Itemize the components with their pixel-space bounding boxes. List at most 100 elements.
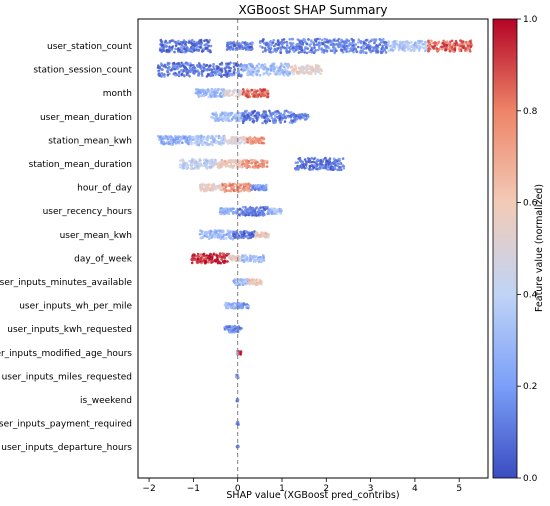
shap-point	[172, 65, 176, 68]
shap-point	[157, 134, 160, 138]
shap-point	[228, 330, 232, 334]
shap-point	[453, 47, 457, 50]
shap-point	[387, 41, 391, 44]
shap-point	[309, 67, 313, 71]
shap-point	[225, 89, 228, 92]
shap-point	[245, 188, 249, 192]
shap-point	[306, 114, 310, 118]
shap-point	[267, 232, 270, 236]
shap-point	[193, 66, 197, 69]
shap-point	[376, 51, 380, 54]
shap-point	[260, 141, 264, 145]
shap-point	[236, 211, 239, 215]
shap-point	[304, 45, 307, 49]
shap-point	[267, 212, 271, 216]
shap-point	[249, 255, 252, 258]
shap-point	[326, 40, 329, 44]
shap-point	[324, 166, 328, 170]
feature-label: is_weekend	[80, 396, 132, 406]
shap-point	[305, 42, 309, 46]
shap-point	[296, 70, 299, 74]
shap-point	[210, 143, 214, 147]
shap-point	[254, 141, 257, 144]
shap-point	[222, 237, 225, 240]
shap-point	[238, 44, 241, 48]
shap-point	[228, 46, 232, 49]
shap-point	[234, 306, 237, 310]
shap-point	[287, 50, 291, 53]
shap-point	[276, 66, 280, 70]
shap-point	[241, 121, 245, 124]
shap-point	[232, 73, 236, 77]
shap-point	[210, 91, 213, 94]
shap-point	[249, 158, 253, 162]
shap-point	[205, 235, 209, 238]
shap-point	[332, 39, 335, 42]
colorbar-tick-label: 0.8	[523, 107, 538, 117]
shap-point	[359, 41, 363, 45]
shap-point	[417, 44, 420, 47]
shap-point	[167, 140, 171, 144]
shap-point	[246, 236, 250, 239]
shap-point	[314, 72, 317, 75]
shap-point	[220, 143, 223, 146]
shap-point	[209, 94, 213, 98]
shap-point	[228, 41, 231, 44]
shap-point	[237, 257, 241, 260]
shap-point	[276, 47, 280, 50]
shap-point	[214, 73, 217, 76]
shap-point	[249, 139, 252, 142]
shap-point	[401, 40, 405, 44]
shap-point	[173, 67, 176, 71]
shap-point	[189, 66, 192, 70]
shap-point	[199, 236, 203, 240]
shap-point	[208, 143, 212, 146]
shap-point	[166, 138, 170, 141]
shap-point	[177, 142, 181, 145]
shap-point	[261, 121, 264, 125]
shap-point	[211, 160, 214, 164]
shap-point	[277, 43, 280, 47]
shap-point	[217, 142, 221, 146]
shap-point	[333, 47, 337, 50]
shap-point	[352, 44, 355, 47]
shap-point	[203, 39, 206, 43]
shap-point	[164, 136, 167, 139]
shap-point	[171, 46, 174, 49]
shap-point	[182, 50, 186, 54]
shap-point	[357, 45, 360, 49]
shap-point	[380, 39, 383, 42]
shap-point	[319, 164, 322, 167]
shap-point	[227, 164, 231, 168]
shap-point	[168, 66, 171, 69]
shap-point	[357, 38, 361, 41]
shap-point	[214, 234, 218, 238]
shap-point	[190, 164, 193, 168]
shap-point	[460, 45, 463, 48]
shap-point	[214, 111, 218, 114]
shap-point	[164, 39, 168, 43]
shap-point	[269, 51, 273, 54]
feature-label: user_inputs_departure_hours	[1, 443, 132, 453]
shap-point	[170, 39, 173, 42]
shap-point	[265, 48, 268, 52]
shap-point	[209, 44, 213, 48]
shap-point	[246, 185, 249, 189]
shap-point	[180, 49, 184, 52]
shap-point	[262, 256, 266, 259]
shap-point	[432, 47, 436, 50]
shap-point	[306, 47, 310, 50]
shap-point	[469, 43, 473, 46]
shap-point	[202, 252, 206, 256]
shap-point	[165, 49, 169, 52]
shap-point	[209, 64, 212, 67]
shap-point	[342, 45, 345, 49]
shap-point	[454, 39, 458, 43]
shap-point	[159, 62, 163, 65]
shap-point	[280, 62, 283, 65]
shap-point	[347, 44, 351, 47]
shap-point	[179, 159, 182, 162]
shap-point	[257, 62, 261, 66]
feature-label: user_inputs_modified_age_hours	[0, 349, 132, 359]
shap-point	[228, 254, 231, 258]
